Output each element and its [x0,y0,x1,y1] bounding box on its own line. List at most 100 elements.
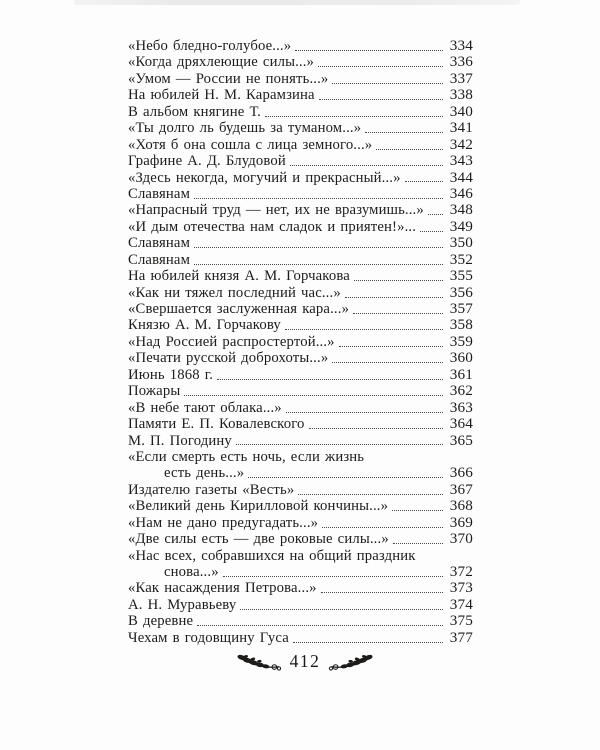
dot-leader [353,280,443,282]
toc-entry-title: снова...» [164,564,219,580]
toc-entry-title: Славянам [128,251,191,268]
page-number: 340 [449,102,473,120]
dot-leader [353,312,443,314]
toc-entry-title: «Как ни тяжел последний час...» [128,284,341,301]
page-number: 364 [449,415,473,433]
toc-entry-title: На юбилей Н. М. Карамзина [128,87,315,104]
dot-leader [392,510,443,512]
toc-entry: Славянам 350 [128,234,473,252]
dot-leader [292,641,443,643]
dot-leader [318,99,443,101]
page-number: 365 [449,431,473,449]
dot-leader [376,148,443,150]
page-number: 350 [449,234,473,252]
toc-entry: Издателю газеты «Весть» 367 [128,481,473,498]
dot-leader [248,477,443,479]
page-number: 370 [449,530,473,548]
toc-entry: «Две силы есть — две роковые силы...» 37… [128,530,473,548]
dot-leader [332,82,443,84]
toc-entry-title: Славянам [128,185,191,202]
toc-entry: Чехам в годовщину Гуса 377 [128,629,473,646]
toc-entry-title: М. П. Погодину [128,432,232,449]
toc-entry-title: «Две силы есть — две роковые силы...» [128,531,389,548]
toc-entry-title: Чехам в годовщину Гуса [128,629,289,646]
toc-entry-title: «Над Россией распростертой...» [128,333,335,350]
dot-leader [222,575,443,577]
toc-entry: В альбом княгине Т. 340 [128,102,473,120]
page-number: 344 [449,168,473,186]
dot-leader [284,329,443,331]
toc-entry: «Нас всех, собравшихся на общий праздник [128,548,473,564]
dot-leader [298,493,443,495]
toc-entry-title: Пожары [128,383,181,400]
page-number: 361 [449,365,473,383]
page-number: 375 [449,612,473,630]
toc-entry-title: «Когда дряхлеющие силы...» [128,54,315,71]
page-number: 338 [449,86,473,104]
toc-entry-title: «Великий день Кирилловой кончины...» [128,498,389,515]
toc-entry-title: «В небе тают облака...» [128,399,282,416]
page-number: 362 [449,382,473,400]
dot-leader [338,345,443,347]
toc-entry: «И дым отечества нам сладок и приятен!».… [128,217,473,235]
page-number: 373 [449,579,473,597]
toc-entry: «В небе тают облака...» 363 [128,398,473,416]
toc-entry: «Как ни тяжел последний час...» 356 [128,283,473,301]
toc-entry: «Напрасный труд — нет, их не вразумишь..… [128,201,473,219]
toc-entry: В деревне 375 [128,612,473,630]
page-number: 356 [449,283,473,301]
page-number: 358 [449,316,473,334]
toc-entry-title: «Если смерть есть ночь, если жизнь [128,448,365,465]
dot-leader [194,197,443,199]
toc-entry: На юбилей Н. М. Карамзина 338 [128,86,473,104]
page-number: 337 [449,69,473,87]
toc-entry: «Здесь некогда, могучий и прекрасный...»… [128,168,473,186]
toc-entry: «Печати русской доброхоты...» 360 [128,349,473,367]
dot-leader [318,66,443,68]
toc-entry: «Небо бледно-голубое...» 334 [128,37,473,54]
toc-entry: есть день...» 366 [128,464,473,482]
toc-entry-title: Графине А. Д. Блудовой [128,153,286,170]
scan-edge-artifact [74,0,520,5]
folio-page-number: 412 [289,651,321,671]
page-number: 352 [449,250,473,268]
page-number: 348 [449,201,473,219]
toc-entry-title: «Ты долго ль будешь за туманом...» [128,120,362,137]
toc-entry-title: «Как насаждения Петрова...» [128,580,317,597]
dot-leader [322,526,443,528]
toc-entry: «Хотя б она сошла с лица земного...» 342 [128,136,473,153]
toc-entry-title: есть день...» [164,465,245,482]
dot-leader [404,181,443,183]
toc-entry: «Нам не дано предугадать...» 369 [128,513,473,531]
page-number: 341 [449,119,473,137]
page-number: 369 [449,513,473,531]
page-number: 346 [449,184,473,202]
dot-leader [240,608,443,610]
leaf-sprig-icon [237,654,281,671]
dot-leader [289,165,443,166]
page-number: 355 [449,267,473,285]
dot-leader [285,411,443,413]
dot-leader [217,378,443,380]
toc-entry-title: Издателю газеты «Весть» [128,481,295,498]
toc-entry-title: А. Н. Муравьеву [128,596,237,613]
toc-entry-title: «Печати русской доброхоты...» [128,350,329,367]
toc-entry-title: «Свершается заслуженная кара...» [128,301,350,317]
toc-entry-title: «Напрасный труд — нет, их не вразумишь..… [128,202,424,219]
dot-leader [194,247,443,249]
toc-entry: Славянам 346 [128,184,473,202]
page-number: 374 [449,595,473,613]
page-number: 363 [449,398,473,416]
toc-entry-title: «Нас всех, собравшихся на общий праздник [128,547,416,564]
toc-entry: «Великий день Кирилловой кончины...» 368 [128,497,473,515]
page-number: 357 [449,300,473,317]
toc-entry: «Как насаждения Петрова...» 373 [128,579,473,597]
toc-entry: На юбилей князя А. М. Горчакова 355 [128,267,473,285]
page-number: 349 [449,217,473,235]
dot-leader [295,49,443,51]
toc-entry-title: «И дым отечества нам сладок и приятен!».… [128,218,417,235]
toc-entry-title: «Нам не дано предугадать...» [128,514,319,531]
dot-leader [194,263,443,265]
toc-entry-title: «Хотя б она сошла с лица земного...» [128,136,373,153]
toc-entry: Славянам 352 [128,250,473,268]
